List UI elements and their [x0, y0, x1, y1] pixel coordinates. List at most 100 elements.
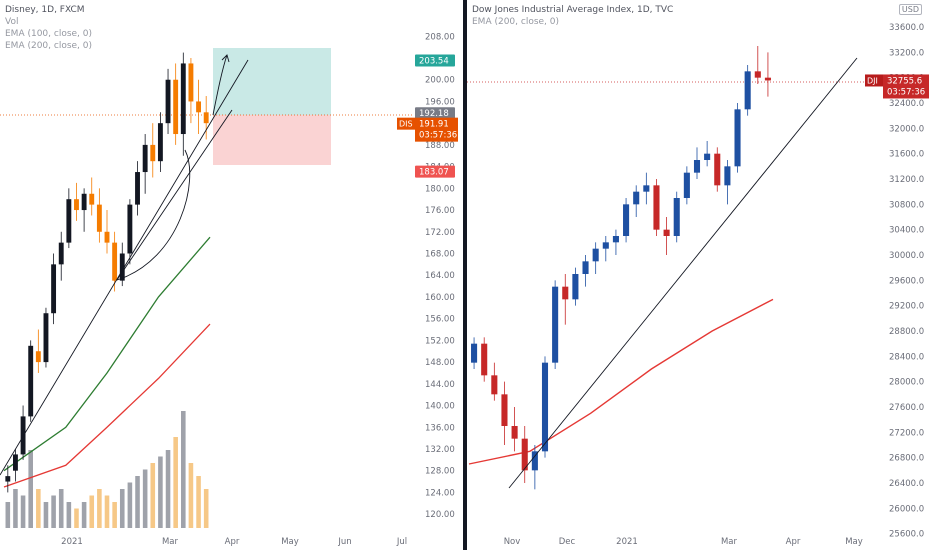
y-tick-label: 29200.0: [889, 302, 924, 312]
candle-body: [511, 426, 518, 439]
candle-body: [602, 242, 609, 249]
volume-bar: [119, 489, 125, 528]
volume-bar: [112, 502, 117, 528]
legend-ema200: EMA (200, close, 0): [5, 41, 93, 51]
candle-body: [541, 362, 549, 452]
x-tick-label: Dec: [559, 537, 576, 547]
candle-body: [89, 193, 95, 205]
y-tick-label: 30000.0: [889, 251, 924, 261]
volume-bar: [196, 476, 201, 528]
candle-body: [612, 236, 619, 243]
y-tick-label: 152.00: [425, 336, 455, 346]
candle-body: [572, 274, 579, 300]
volume-bar: [5, 502, 11, 528]
candle-body: [552, 286, 559, 363]
candle-body: [96, 204, 102, 232]
y-tick-label: 28800.0: [889, 327, 924, 337]
volume-bar: [142, 469, 148, 528]
y-tick-label: 31200.0: [889, 175, 924, 185]
projection-arrow[interactable]: [212, 54, 230, 116]
x-tick-label: Mar: [162, 537, 179, 547]
x-tick-label: Apr: [786, 537, 801, 547]
last-price-badge-bg: [883, 74, 929, 99]
trend-line-main[interactable]: [0, 59, 249, 476]
candle-body: [653, 185, 660, 230]
volume-bar: [36, 489, 41, 528]
y-tick-label: 180.00: [425, 184, 455, 194]
y-tick-label: 200.00: [425, 76, 455, 86]
candle-body: [734, 109, 741, 167]
symbol-badge: DJI: [867, 76, 878, 85]
y-tick-label: 172.00: [425, 228, 455, 238]
projection-arc[interactable]: [116, 149, 191, 281]
y-tick-label: 32000.0: [889, 124, 924, 134]
candle-body: [58, 242, 64, 265]
y-tick-label: 31600.0: [889, 150, 924, 160]
legend-ema200: EMA (200, close, 0): [472, 17, 560, 27]
candle-body: [20, 416, 26, 455]
volume-bar: [81, 502, 87, 528]
candle-body: [81, 193, 87, 211]
candle-body: [704, 153, 711, 160]
dow-jones-chart[interactable]: 33600.033200.032800.032400.032000.031600…: [467, 0, 932, 550]
disney-chart[interactable]: 208.00204.00200.00196.00192.00188.00184.…: [0, 0, 463, 550]
y-tick-label: 29600.0: [889, 276, 924, 286]
y-tick-label: 140.00: [425, 402, 455, 412]
candle-body: [157, 123, 163, 162]
y-tick-label: 33600.0: [889, 23, 924, 33]
volume-bar: [173, 437, 178, 528]
y-tick-label: 168.00: [425, 249, 455, 259]
candle-body: [673, 198, 680, 236]
volume-bar: [74, 508, 79, 528]
ema-200-line: [468, 298, 774, 465]
y-tick-label: 120.00: [425, 510, 455, 520]
legend-title: Disney, 1D, FXCM: [5, 5, 85, 15]
trend-line-main[interactable]: [508, 57, 858, 489]
legend-title: Dow Jones Industrial Average Index, 1D, …: [472, 5, 674, 15]
volume-bar: [158, 456, 163, 528]
candle-body: [150, 144, 156, 162]
candle-body: [663, 229, 670, 236]
y-tick-label: 124.00: [425, 488, 455, 498]
y-tick-label: 27200.0: [889, 428, 924, 438]
panel-divider[interactable]: [463, 0, 467, 550]
candle-body: [683, 172, 690, 198]
y-tick-label: 30800.0: [889, 200, 924, 210]
y-tick-label: 33200.0: [889, 48, 924, 58]
risk-zone[interactable]: [213, 115, 331, 165]
candle-body: [693, 160, 701, 173]
candle-body: [188, 63, 194, 102]
y-tick-label: 136.00: [425, 423, 455, 433]
currency-button[interactable]: USD: [898, 4, 922, 15]
volume-bar: [150, 463, 156, 528]
legend-ema100: EMA (100, close, 0): [5, 29, 93, 39]
y-tick-label: 26000.0: [889, 504, 924, 514]
volume-bar: [203, 489, 209, 528]
candle-body: [13, 454, 18, 471]
candle-body: [724, 166, 731, 186]
y-tick-label: 128.00: [425, 467, 455, 477]
reward-zone[interactable]: [213, 48, 331, 115]
volume-bar: [165, 450, 171, 528]
target-price-badge-bg: [415, 54, 455, 67]
candle-body: [481, 343, 488, 376]
ema-100-line: [3, 236, 211, 472]
volume-bar: [104, 495, 110, 528]
candle-body: [165, 79, 171, 124]
candle-body: [66, 199, 72, 243]
candle-body: [196, 101, 201, 113]
y-tick-label: 160.00: [425, 293, 455, 303]
stop-price-badge-bg: [415, 165, 455, 178]
y-tick-label: 148.00: [425, 358, 455, 368]
candle-body: [592, 248, 599, 262]
x-tick-label: Nov: [504, 537, 521, 547]
y-tick-label: 164.00: [425, 271, 455, 281]
candle-body: [142, 144, 148, 173]
candle-body: [203, 112, 209, 124]
x-tick-label: Apr: [225, 537, 240, 547]
candle-body: [521, 438, 528, 471]
candle-body: [744, 71, 751, 110]
volume-bar: [127, 482, 133, 528]
trend-line-secondary[interactable]: [116, 109, 233, 281]
